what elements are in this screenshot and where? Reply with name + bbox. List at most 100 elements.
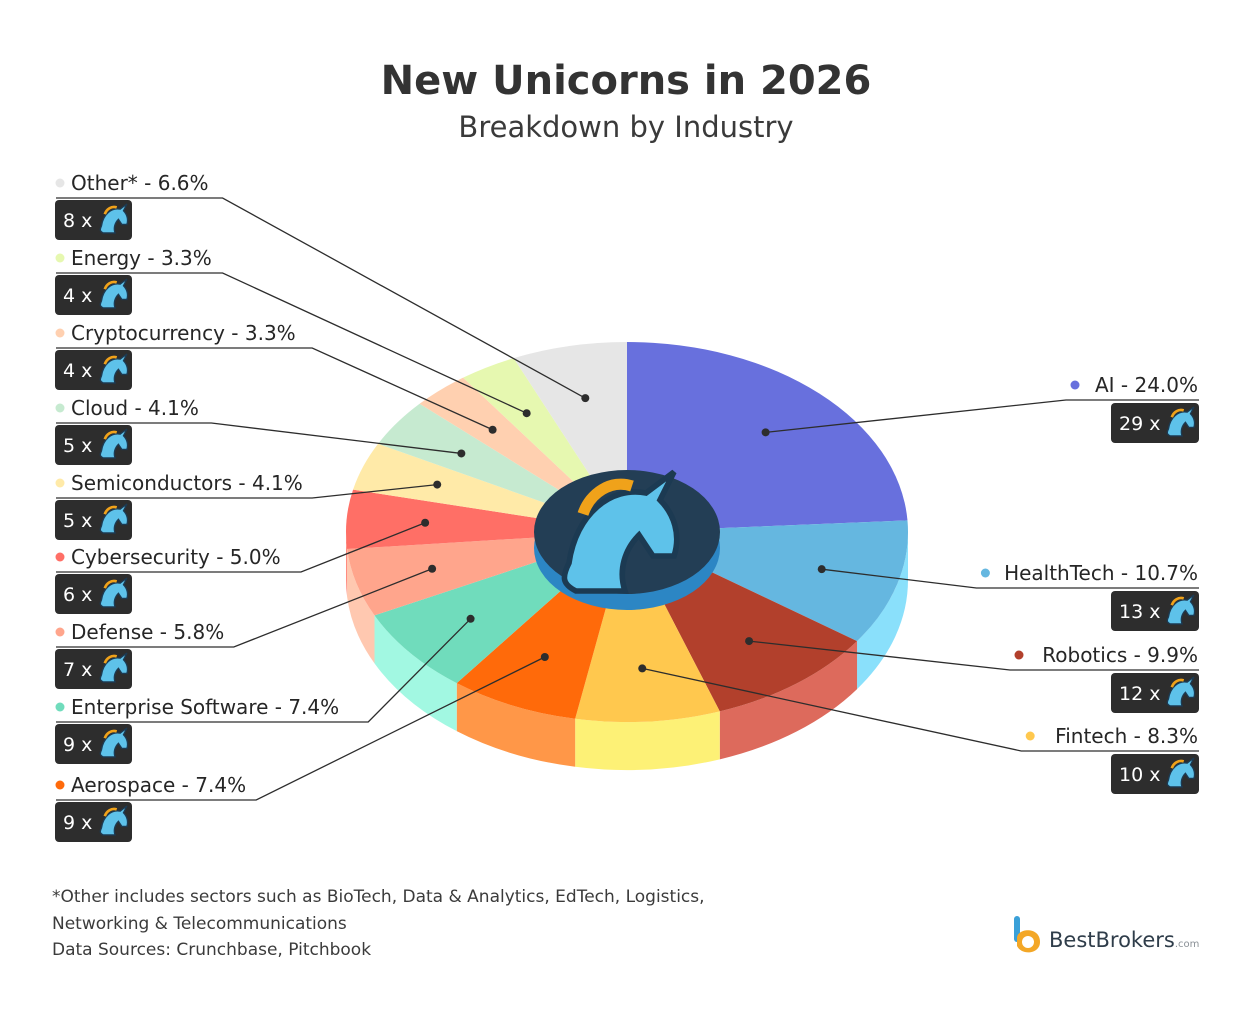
count-badge-healthtech: 13 x bbox=[1111, 591, 1199, 631]
slice-label-ai: AI - 24.0% bbox=[1095, 373, 1198, 397]
leader-line-cybersecurity bbox=[56, 522, 426, 573]
leader-dot-robotics bbox=[745, 637, 754, 646]
leader-line-fintech bbox=[642, 667, 1199, 752]
leader-line-ai bbox=[765, 399, 1199, 433]
leader-line-aerospace bbox=[56, 656, 546, 801]
count-badge-text: 10 x bbox=[1119, 764, 1160, 786]
count-badge-enterprise-software: 9 x bbox=[55, 724, 132, 764]
footnote-other-note: *Other includes sectors such as BioTech,… bbox=[52, 887, 705, 907]
slice-labels: Other* - 6.6% 8 x Energy - 3.3% 4 x Cryptocu… bbox=[55, 171, 1199, 842]
pie-side-healthtech bbox=[857, 532, 908, 690]
pie-side-fintech bbox=[575, 711, 720, 770]
count-badge-text: 7 x bbox=[63, 659, 92, 681]
leader-dot-defense bbox=[428, 564, 437, 573]
footnote-other-note-cont: Networking & Telecommunications bbox=[52, 913, 347, 934]
leader-line-cryptocurrency bbox=[56, 347, 493, 431]
legend-dot-energy bbox=[55, 253, 65, 263]
brand-name-text: BestBrokers bbox=[1049, 928, 1175, 952]
leader-line-other bbox=[56, 197, 586, 399]
slice-label-robotics: Robotics - 9.9% bbox=[1042, 643, 1198, 667]
brand-domain: .com bbox=[1174, 939, 1200, 950]
leader-dot-cloud bbox=[457, 449, 466, 458]
count-badge-text: 13 x bbox=[1119, 601, 1160, 623]
leader-line-semiconductors bbox=[56, 483, 438, 499]
legend-dot-aerospace bbox=[55, 780, 65, 790]
leader-dot-enterprise-software bbox=[466, 614, 475, 623]
count-badge-aerospace: 9 x bbox=[55, 802, 132, 842]
center-medallion bbox=[534, 470, 720, 610]
brand-name: BestBrokers.com bbox=[1049, 928, 1199, 952]
legend-dot-enterprise-software bbox=[55, 702, 65, 712]
count-badge-text: 5 x bbox=[63, 435, 92, 457]
count-badge-cloud: 5 x bbox=[55, 425, 132, 465]
bestbrokers-logo-icon bbox=[1014, 916, 1040, 953]
leader-dot-fintech bbox=[638, 664, 647, 673]
count-badge-energy: 4 x bbox=[55, 275, 132, 315]
pie-side-defense bbox=[347, 549, 375, 664]
count-badge-text: 9 x bbox=[63, 812, 92, 834]
count-badge-text: 4 x bbox=[63, 360, 92, 382]
count-badge-ai: 29 x bbox=[1111, 403, 1199, 443]
leader-dot-energy bbox=[522, 409, 531, 418]
count-badge-text: 6 x bbox=[63, 584, 92, 606]
leader-dot-ai bbox=[761, 428, 770, 437]
leader-line-energy bbox=[56, 272, 527, 414]
legend-dot-cloud bbox=[55, 403, 65, 413]
legend-dot-healthtech bbox=[980, 568, 990, 578]
slice-label-other: Other* - 6.6% bbox=[71, 171, 209, 195]
leader-dot-semiconductors bbox=[433, 480, 442, 489]
pie-side-aerospace bbox=[456, 683, 576, 767]
legend-dot-robotics bbox=[1014, 650, 1024, 660]
leader-line-healthtech bbox=[821, 568, 1199, 589]
pie-slice-ai bbox=[627, 342, 908, 532]
count-badge-other: 8 x bbox=[55, 200, 132, 240]
count-badge-cybersecurity: 6 x bbox=[55, 574, 132, 614]
count-badge-text: 8 x bbox=[63, 210, 92, 232]
leader-line-robotics bbox=[749, 640, 1199, 671]
legend-dot-semiconductors bbox=[55, 478, 65, 488]
slice-label-cryptocurrency: Cryptocurrency - 3.3% bbox=[71, 321, 296, 345]
leader-dot-healthtech bbox=[817, 565, 826, 574]
footnote: *Other includes sectors such as BioTech,… bbox=[52, 884, 772, 964]
slice-label-energy: Energy - 3.3% bbox=[71, 246, 212, 270]
slice-label-enterprise-software: Enterprise Software - 7.4% bbox=[71, 695, 339, 719]
slice-label-cloud: Cloud - 4.1% bbox=[71, 396, 199, 420]
leader-line-cloud bbox=[56, 422, 462, 455]
leader-line-enterprise-software bbox=[56, 618, 472, 723]
leader-dot-cybersecurity bbox=[421, 518, 430, 527]
slice-label-aerospace: Aerospace - 7.4% bbox=[71, 773, 246, 797]
count-badge-text: 12 x bbox=[1119, 683, 1160, 705]
count-badge-text: 4 x bbox=[63, 285, 92, 307]
chart-title: New Unicorns in 2026 bbox=[380, 58, 872, 104]
count-badge-text: 29 x bbox=[1119, 413, 1160, 435]
brand-logo: BestBrokers.com bbox=[1010, 914, 1210, 960]
legend-dot-ai bbox=[1070, 380, 1080, 390]
pie-side-cybersecurity bbox=[346, 532, 348, 598]
slice-label-healthtech: HealthTech - 10.7% bbox=[1004, 561, 1198, 585]
count-badge-semiconductors: 5 x bbox=[55, 500, 132, 540]
count-badge-robotics: 12 x bbox=[1111, 673, 1199, 713]
slice-label-fintech: Fintech - 8.3% bbox=[1055, 724, 1198, 748]
leader-line-defense bbox=[56, 568, 433, 648]
legend-dot-other bbox=[55, 178, 65, 188]
count-badge-cryptocurrency: 4 x bbox=[55, 350, 132, 390]
leader-dot-cryptocurrency bbox=[488, 425, 497, 434]
footnote-sources: Data Sources: Crunchbase, Pitchbook bbox=[52, 940, 372, 960]
leader-dot-other bbox=[581, 394, 590, 403]
slice-label-defense: Defense - 5.8% bbox=[71, 620, 224, 644]
count-badge-text: 9 x bbox=[63, 734, 92, 756]
slice-label-cybersecurity: Cybersecurity - 5.0% bbox=[71, 545, 281, 569]
legend-dot-fintech bbox=[1025, 731, 1035, 741]
leader-dot-aerospace bbox=[540, 653, 549, 662]
count-badge-text: 5 x bbox=[63, 510, 92, 532]
chart-subtitle: Breakdown by Industry bbox=[458, 110, 794, 144]
legend-dot-cybersecurity bbox=[55, 552, 65, 562]
legend-dot-cryptocurrency bbox=[55, 328, 65, 338]
count-badge-fintech: 10 x bbox=[1111, 754, 1199, 794]
count-badge-defense: 7 x bbox=[55, 649, 132, 689]
legend-dot-defense bbox=[55, 627, 65, 637]
pie-slice-fintech bbox=[575, 532, 720, 723]
slice-label-semiconductors: Semiconductors - 4.1% bbox=[71, 471, 303, 495]
